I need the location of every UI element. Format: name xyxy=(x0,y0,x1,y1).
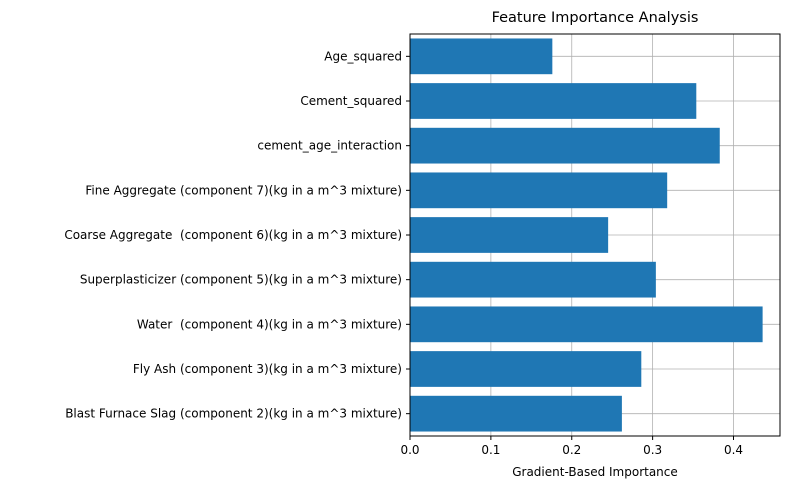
y-tick-label: Superplasticizer (component 5)(kg in a m… xyxy=(80,273,402,287)
x-tick-label: 0.3 xyxy=(643,443,662,457)
x-ticks: 0.0 0.1 0.2 0.3 0.4 xyxy=(400,436,743,457)
y-tick-label: Age_squared xyxy=(324,49,402,63)
bar xyxy=(410,351,642,387)
x-tick-label: 0.4 xyxy=(724,443,743,457)
chart-title: Feature Importance Analysis xyxy=(492,10,699,26)
bar xyxy=(410,127,720,164)
y-tick-label: cement_age_interaction xyxy=(257,139,402,153)
bar xyxy=(410,38,553,75)
bars-layer xyxy=(410,38,763,432)
bar xyxy=(410,83,697,119)
x-tick-label: 0.2 xyxy=(562,443,581,457)
x-axis-label: Gradient-Based Importance xyxy=(512,465,678,479)
bar xyxy=(410,217,609,253)
y-tick-label: Water (component 4)(kg in a m^3 mixture) xyxy=(137,317,402,331)
bar xyxy=(410,306,763,343)
y-tick-label: Cement_squared xyxy=(300,94,402,108)
x-tick-label: 0.0 xyxy=(400,443,419,457)
bar xyxy=(410,261,656,298)
y-tick-label: Coarse Aggregate (component 6)(kg in a m… xyxy=(64,228,402,242)
y-tick-label: Fly Ash (component 3)(kg in a m^3 mixtur… xyxy=(133,362,402,376)
x-tick-label: 0.1 xyxy=(481,443,500,457)
bar xyxy=(410,395,622,432)
y-tick-label: Fine Aggregate (component 7)(kg in a m^3… xyxy=(85,183,402,197)
y-ticks: Blast Furnace Slag (component 2)(kg in a… xyxy=(64,49,410,421)
y-tick-label: Blast Furnace Slag (component 2)(kg in a… xyxy=(65,407,402,421)
bar xyxy=(410,172,668,209)
